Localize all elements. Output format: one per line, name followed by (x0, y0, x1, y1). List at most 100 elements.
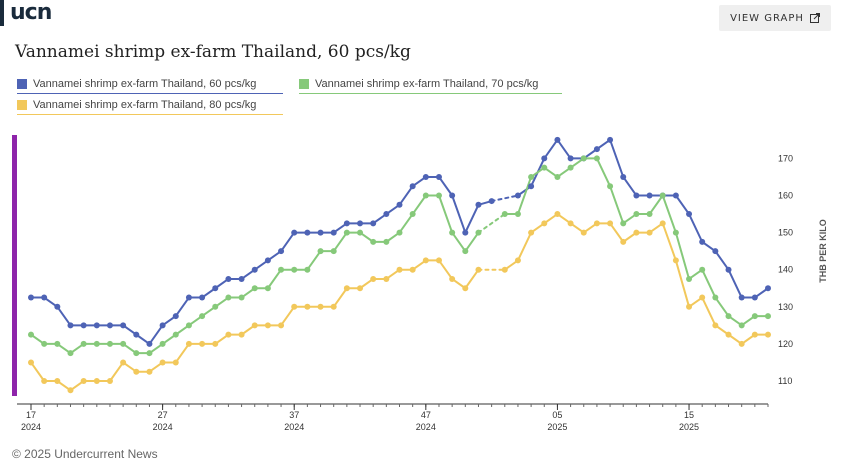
data-point (159, 322, 166, 329)
data-point (54, 340, 61, 347)
series-line-segment (280, 231, 296, 253)
data-point (120, 340, 127, 347)
data-point (396, 266, 403, 273)
data-point (106, 322, 113, 329)
data-point (343, 285, 350, 292)
data-point (462, 248, 469, 255)
data-point (120, 322, 127, 329)
series-line-segment (609, 138, 625, 178)
data-point (751, 331, 758, 338)
data-point (738, 294, 745, 301)
data-point (146, 368, 153, 375)
data-point (725, 313, 732, 320)
data-point (646, 229, 653, 236)
data-point (620, 173, 627, 180)
data-point (41, 294, 48, 301)
data-point (225, 275, 232, 282)
data-point (80, 322, 87, 329)
x-tick-label-year: 2024 (284, 422, 304, 432)
data-point (475, 201, 482, 208)
data-point (501, 211, 508, 218)
series-line-segment (174, 342, 190, 364)
data-point (751, 294, 758, 301)
data-point (330, 229, 337, 236)
legend-swatch-70 (299, 79, 309, 89)
data-point (199, 313, 206, 320)
data-point (528, 183, 535, 190)
data-point (607, 183, 614, 190)
external-link-icon (809, 13, 820, 23)
series-line-segment (516, 175, 533, 216)
data-point (620, 238, 627, 245)
series-line-segment (714, 250, 730, 271)
data-point (435, 192, 442, 199)
x-tick-label-week: 27 (158, 410, 168, 420)
y-tick-label: 130 (778, 302, 793, 312)
data-point (396, 201, 403, 208)
data-point (225, 331, 232, 338)
logo-bar (0, 0, 4, 26)
x-tick-label-week: 37 (289, 410, 299, 420)
data-point (765, 313, 771, 320)
data-point (304, 266, 311, 273)
data-point (435, 173, 442, 180)
legend-swatch-60 (17, 79, 27, 89)
data-point (725, 331, 732, 338)
data-point (106, 340, 113, 347)
data-point (475, 229, 482, 236)
data-point (238, 275, 245, 282)
data-point (449, 192, 456, 199)
view-graph-button[interactable]: VIEW GRAPH (719, 5, 831, 31)
x-tick-label-week: 17 (26, 410, 36, 420)
data-point (449, 229, 456, 236)
x-tick-label-year: 2024 (21, 422, 41, 432)
data-point (185, 294, 192, 301)
y-tick-label: 140 (778, 265, 793, 275)
series-line-segment (595, 157, 612, 188)
data-point (93, 378, 100, 384)
series-line-segment (398, 213, 414, 234)
legend-label-60: Vannamei shrimp ex-farm Thailand, 60 pcs… (33, 78, 257, 90)
data-point (686, 303, 693, 310)
data-point (146, 350, 153, 357)
y-axis-label: THB PER KILO (818, 219, 828, 283)
series-line-segment (306, 250, 322, 271)
data-point (620, 220, 627, 227)
data-point (159, 340, 166, 347)
y-tick-label: 170 (778, 153, 793, 163)
series-line-segment (451, 231, 467, 253)
brand-logo[interactable]: ucn (10, 0, 52, 25)
data-point (199, 340, 206, 347)
series-line-segment (332, 231, 348, 253)
legend-item-60[interactable]: Vannamei shrimp ex-farm Thailand, 60 pcs… (17, 78, 283, 94)
data-point (633, 192, 640, 199)
data-point (567, 220, 574, 227)
data-point (528, 173, 535, 180)
data-point (370, 220, 377, 227)
y-tick-label: 160 (778, 191, 793, 201)
data-point (514, 211, 521, 218)
data-point (212, 340, 219, 347)
data-point (541, 155, 548, 162)
data-point (633, 229, 640, 236)
series-line-segment (543, 138, 559, 160)
data-point (699, 238, 706, 245)
data-point (133, 368, 140, 375)
data-point (725, 266, 732, 273)
x-tick-label-year: 2025 (547, 422, 567, 432)
data-point (554, 136, 561, 143)
data-point (80, 378, 87, 384)
series-line-segment (411, 194, 427, 216)
series-line-segment (464, 203, 480, 234)
data-point (133, 350, 140, 357)
data-point (185, 340, 192, 347)
legend-item-70[interactable]: Vannamei shrimp ex-farm Thailand, 70 pcs… (299, 78, 562, 94)
data-point (422, 192, 429, 199)
series-line-segment (516, 231, 533, 262)
data-point (462, 229, 469, 236)
legend-item-80[interactable]: Vannamei shrimp ex-farm Thailand, 80 pcs… (17, 99, 283, 115)
data-point (646, 192, 653, 199)
data-point (554, 173, 561, 180)
data-point (488, 198, 495, 205)
